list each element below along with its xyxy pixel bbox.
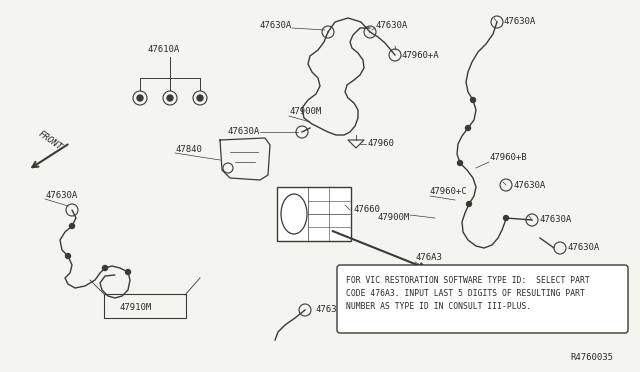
Text: 47840: 47840 [175,145,202,154]
Text: 47960+A: 47960+A [402,51,440,60]
Text: FRONT: FRONT [36,129,63,152]
FancyBboxPatch shape [337,265,628,333]
Text: 47900M: 47900M [290,108,323,116]
Circle shape [504,215,509,221]
Text: 47630A: 47630A [568,244,600,253]
Text: 47630A: 47630A [228,128,260,137]
Text: R4760035: R4760035 [570,353,613,362]
Circle shape [167,95,173,101]
Text: 47960+C: 47960+C [430,187,468,196]
Text: 47630A: 47630A [315,305,348,314]
Text: 47630A: 47630A [540,215,572,224]
Text: 47960: 47960 [368,140,395,148]
Text: 47630A: 47630A [375,22,407,31]
Circle shape [470,97,476,103]
Text: 47630A: 47630A [503,17,535,26]
Text: 47910M: 47910M [120,302,152,311]
Circle shape [467,202,472,206]
Circle shape [458,160,463,166]
Text: 476A3: 476A3 [415,253,442,263]
Text: 47900M: 47900M [378,214,410,222]
Text: 47660: 47660 [353,205,380,215]
Text: 47630A: 47630A [45,192,77,201]
Text: 47960+B: 47960+B [490,154,527,163]
Circle shape [125,269,131,275]
Circle shape [197,95,203,101]
Circle shape [70,224,74,228]
Text: 47630A: 47630A [514,180,547,189]
Circle shape [465,125,470,131]
Text: 47610A: 47610A [148,45,180,55]
FancyBboxPatch shape [104,294,186,318]
Circle shape [65,253,70,259]
Text: FOR VIC RESTORATION SOFTWARE TYPE ID:  SELECT PART
CODE 476A3. INPUT LAST 5 DIGI: FOR VIC RESTORATION SOFTWARE TYPE ID: SE… [346,276,589,311]
Circle shape [102,266,108,270]
FancyBboxPatch shape [277,187,351,241]
Text: 47630A: 47630A [260,22,292,31]
Circle shape [137,95,143,101]
